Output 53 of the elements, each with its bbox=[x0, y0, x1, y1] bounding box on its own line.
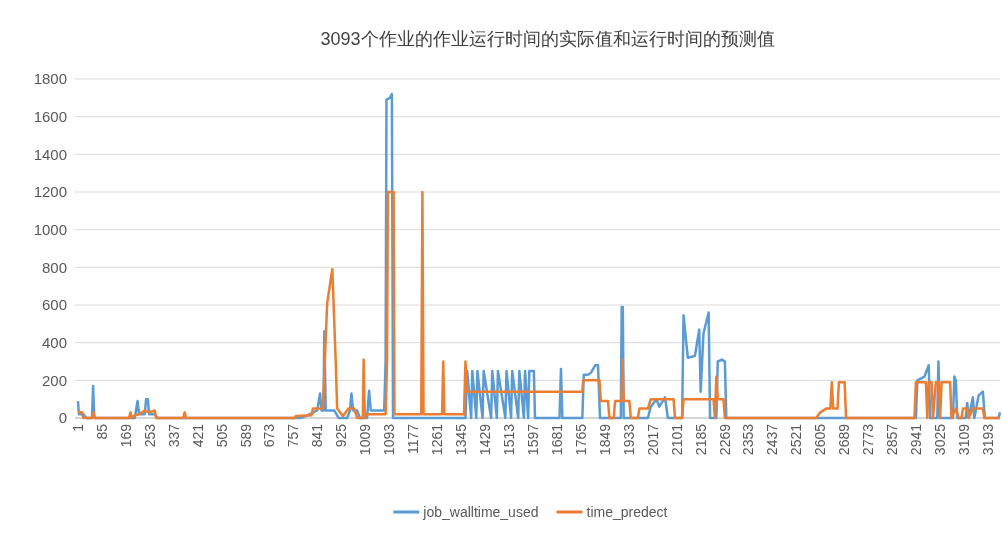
y-tick-label: 800 bbox=[41, 258, 67, 276]
x-tick-label: 2773 bbox=[860, 423, 877, 456]
x-tick-label: 1177 bbox=[405, 423, 422, 455]
x-tick-label: 1513 bbox=[500, 423, 517, 456]
x-tick-label: 3193 bbox=[979, 423, 996, 456]
x-tick-label: 169 bbox=[117, 423, 134, 448]
x-tick-label: 2269 bbox=[716, 423, 733, 456]
x-tick-label: 841 bbox=[309, 423, 326, 448]
x-tick-label: 253 bbox=[141, 423, 158, 448]
y-tick-label: 1600 bbox=[33, 107, 67, 125]
x-tick-label: 1765 bbox=[572, 423, 589, 456]
line-series bbox=[76, 190, 1002, 420]
x-tick-label: 1 bbox=[69, 423, 86, 432]
x-tick-label: 505 bbox=[213, 423, 230, 448]
x-tick-label: 2941 bbox=[908, 423, 925, 456]
x-tick-label: 421 bbox=[189, 423, 206, 448]
x-tick-label: 3025 bbox=[932, 423, 949, 456]
x-tick-label: 1009 bbox=[357, 423, 374, 456]
y-tick-label: 0 bbox=[58, 409, 67, 427]
x-tick-label: 2437 bbox=[764, 423, 781, 456]
x-tick-label: 3109 bbox=[955, 423, 972, 456]
x-tick-label: 1345 bbox=[453, 423, 470, 456]
chart-title: 3093个作业的作业运行时间的实际值和运行时间的预测值 bbox=[320, 29, 775, 49]
x-tick-label: 2353 bbox=[740, 423, 757, 456]
x-tick-label: 757 bbox=[285, 423, 302, 448]
x-tick-label: 1261 bbox=[429, 423, 446, 456]
x-tick-label: 337 bbox=[165, 423, 182, 448]
x-tick-label: 2857 bbox=[884, 423, 901, 456]
x-tick-label: 1597 bbox=[524, 423, 541, 456]
x-tick-label: 1849 bbox=[596, 423, 613, 456]
y-tick-label: 600 bbox=[41, 296, 67, 314]
x-tick-label: 2185 bbox=[692, 423, 709, 456]
y-tick-label: 1200 bbox=[33, 183, 67, 201]
x-tick-label: 85 bbox=[93, 423, 110, 440]
y-tick-label: 1400 bbox=[33, 145, 67, 163]
y-tick-label: 400 bbox=[41, 333, 67, 351]
x-tick-label: 2521 bbox=[788, 423, 805, 456]
x-tick-label: 2689 bbox=[836, 423, 853, 456]
y-tick-label: 1800 bbox=[33, 70, 67, 88]
y-tick-label: 200 bbox=[41, 371, 67, 389]
x-tick-label: 589 bbox=[237, 423, 254, 448]
x-tick-label: 925 bbox=[333, 423, 350, 448]
y-tick-label: 1000 bbox=[33, 220, 67, 238]
x-tick-label: 2017 bbox=[644, 423, 661, 456]
x-tick-label: 1093 bbox=[381, 423, 398, 456]
x-tick-label: 673 bbox=[261, 423, 278, 448]
x-tick-label: 1933 bbox=[620, 423, 637, 456]
x-tick-label: 1681 bbox=[548, 423, 565, 456]
x-tick-label: 2101 bbox=[668, 423, 685, 456]
legend-label: job_walltime_used bbox=[422, 503, 539, 520]
x-tick-label: 2605 bbox=[812, 423, 829, 456]
legend-label: time_predect bbox=[586, 503, 668, 520]
x-tick-label: 1429 bbox=[477, 423, 494, 456]
